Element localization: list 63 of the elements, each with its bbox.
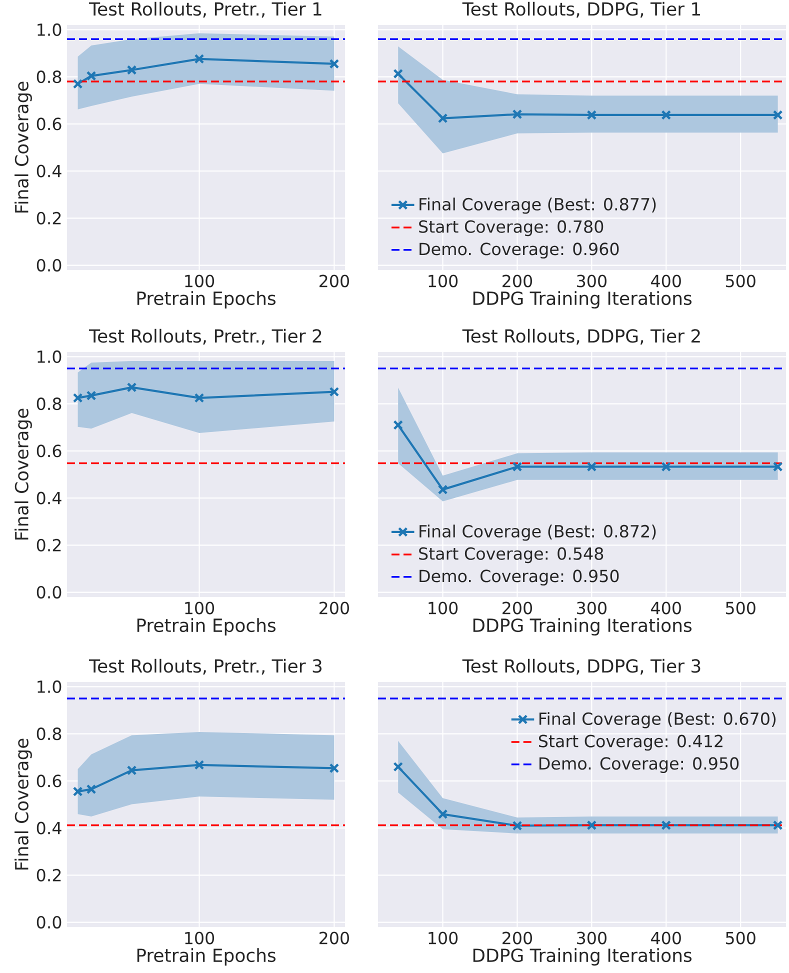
x-tick-label: 300 bbox=[577, 274, 606, 288]
chart-title: Test Rollouts, DDPG, Tier 2 bbox=[462, 328, 700, 345]
x-tick-label: 500 bbox=[726, 274, 756, 288]
y-tick-label: 0.2 bbox=[36, 538, 61, 552]
x-tick-label: 400 bbox=[651, 932, 681, 944]
chart-title: Test Rollouts, DDPG, Tier 1 bbox=[462, 2, 700, 18]
x-tick-label: 200 bbox=[320, 274, 349, 288]
x-tick-label: 100 bbox=[428, 602, 458, 614]
legend-label: Start Coverage: 0.780 bbox=[419, 220, 604, 236]
x-tick-label: 200 bbox=[320, 932, 349, 944]
x-tick-label: 100 bbox=[428, 932, 458, 944]
x-tick-label: 200 bbox=[502, 932, 532, 944]
y-tick-label: 0.0 bbox=[36, 586, 62, 599]
legend-label: Demo. Coverage: 0.950 bbox=[420, 570, 619, 586]
x-tick-label: 300 bbox=[577, 932, 606, 944]
x-tick-label: 200 bbox=[502, 602, 532, 614]
x-axis-title: DDPG Training Iterations bbox=[473, 948, 692, 966]
x-tick-label: 200 bbox=[502, 274, 532, 288]
y-tick-label: 0.4 bbox=[36, 164, 62, 178]
legend-label: Final Coverage (Best: 0.872) bbox=[420, 524, 656, 541]
y-tick-label: 0.6 bbox=[36, 774, 62, 788]
x-tick-label: 100 bbox=[185, 274, 214, 288]
x-tick-label: 200 bbox=[320, 602, 349, 614]
legend-label: Demo. Coverage: 0.950 bbox=[540, 757, 739, 773]
y-tick-label: 0.6 bbox=[36, 444, 62, 458]
legend-label: Demo. Coverage: 0.960 bbox=[420, 242, 619, 259]
x-axis-title: Pretrain Epochs bbox=[137, 291, 276, 309]
y-axis-title: Final Coverage bbox=[14, 82, 32, 212]
legend-label: Start Coverage: 0.548 bbox=[419, 547, 604, 564]
y-tick-label: 0.8 bbox=[36, 398, 62, 410]
y-tick-label: 0.8 bbox=[36, 728, 62, 740]
x-tick-label: 100 bbox=[428, 274, 458, 288]
chart-title: Test Rollouts, DDPG, Tier 3 bbox=[462, 658, 700, 675]
y-tick-label: 0.2 bbox=[36, 212, 61, 224]
y-tick-label: 0.4 bbox=[36, 492, 62, 504]
y-tick-label: 1.0 bbox=[38, 23, 62, 36]
x-axis-title: Pretrain Epochs bbox=[137, 948, 276, 966]
y-axis-title: Final Coverage bbox=[14, 408, 32, 540]
y-axis-title: Final Coverage bbox=[14, 738, 32, 870]
x-tick-label: 500 bbox=[726, 602, 756, 614]
y-tick-label: 1.0 bbox=[38, 680, 62, 694]
y-tick-label: 0.2 bbox=[36, 868, 61, 882]
y-tick-label: 0.4 bbox=[36, 822, 62, 834]
chart-title: Test Rollouts, Pretr., Tier 1 bbox=[89, 2, 322, 18]
chart-title: Test Rollouts, Pretr., Tier 2 bbox=[89, 328, 322, 345]
x-axis-title: DDPG Training Iterations bbox=[473, 291, 692, 309]
legend-label: Start Coverage: 0.412 bbox=[538, 734, 722, 751]
x-tick-label: 100 bbox=[185, 932, 214, 944]
x-tick-label: 100 bbox=[185, 602, 214, 614]
y-tick-label: 1.0 bbox=[38, 350, 62, 364]
chart-title: Test Rollouts, Pretr., Tier 3 bbox=[89, 658, 322, 675]
legend-label: Final Coverage (Best: 0.670) bbox=[540, 712, 776, 728]
x-tick-label: 400 bbox=[651, 602, 681, 614]
y-tick-label: 0.0 bbox=[36, 258, 62, 272]
y-tick-label: 0.8 bbox=[36, 70, 62, 84]
y-tick-label: 0.6 bbox=[36, 118, 62, 130]
x-tick-label: 400 bbox=[651, 274, 681, 288]
x-axis-title: DDPG Training Iterations bbox=[473, 618, 692, 636]
x-tick-label: 300 bbox=[577, 602, 606, 614]
legend-label: Final Coverage (Best: 0.877) bbox=[420, 198, 656, 214]
x-axis-title: Pretrain Epochs bbox=[137, 618, 276, 636]
x-tick-label: 500 bbox=[726, 932, 756, 944]
y-tick-label: 0.0 bbox=[36, 916, 62, 929]
